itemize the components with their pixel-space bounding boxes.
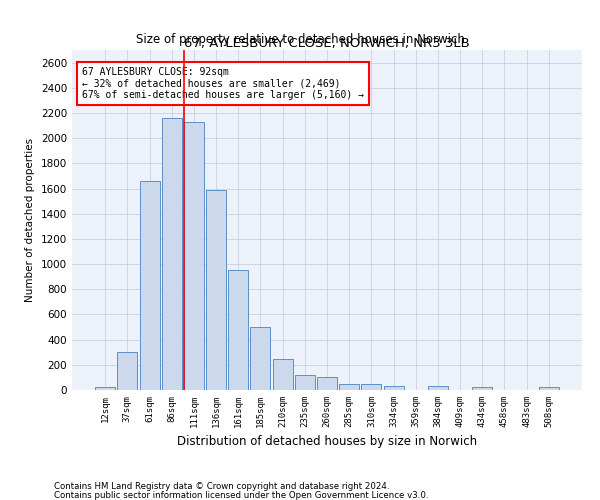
Bar <box>140 181 160 390</box>
Text: Contains HM Land Registry data © Crown copyright and database right 2024.: Contains HM Land Registry data © Crown c… <box>54 482 389 491</box>
Bar <box>383 386 404 390</box>
Bar <box>295 375 315 390</box>
X-axis label: Distribution of detached houses by size in Norwich: Distribution of detached houses by size … <box>177 436 477 448</box>
Text: Size of property relative to detached houses in Norwich: Size of property relative to detached ho… <box>136 32 464 46</box>
Bar <box>361 384 382 390</box>
Bar <box>317 378 337 390</box>
Text: Contains public sector information licensed under the Open Government Licence v3: Contains public sector information licen… <box>54 490 428 500</box>
Bar <box>472 387 492 390</box>
Bar <box>162 118 182 390</box>
Bar <box>228 270 248 390</box>
Bar <box>118 352 137 390</box>
Bar <box>95 387 115 390</box>
Y-axis label: Number of detached properties: Number of detached properties <box>25 138 35 302</box>
Bar <box>250 327 271 390</box>
Text: 67 AYLESBURY CLOSE: 92sqm
← 32% of detached houses are smaller (2,469)
67% of se: 67 AYLESBURY CLOSE: 92sqm ← 32% of detac… <box>82 67 364 100</box>
Bar <box>428 386 448 390</box>
Bar <box>339 384 359 390</box>
Bar <box>272 359 293 390</box>
Bar <box>539 387 559 390</box>
Bar <box>184 122 204 390</box>
Bar <box>206 190 226 390</box>
Title: 67, AYLESBURY CLOSE, NORWICH, NR3 3LB: 67, AYLESBURY CLOSE, NORWICH, NR3 3LB <box>184 37 470 50</box>
